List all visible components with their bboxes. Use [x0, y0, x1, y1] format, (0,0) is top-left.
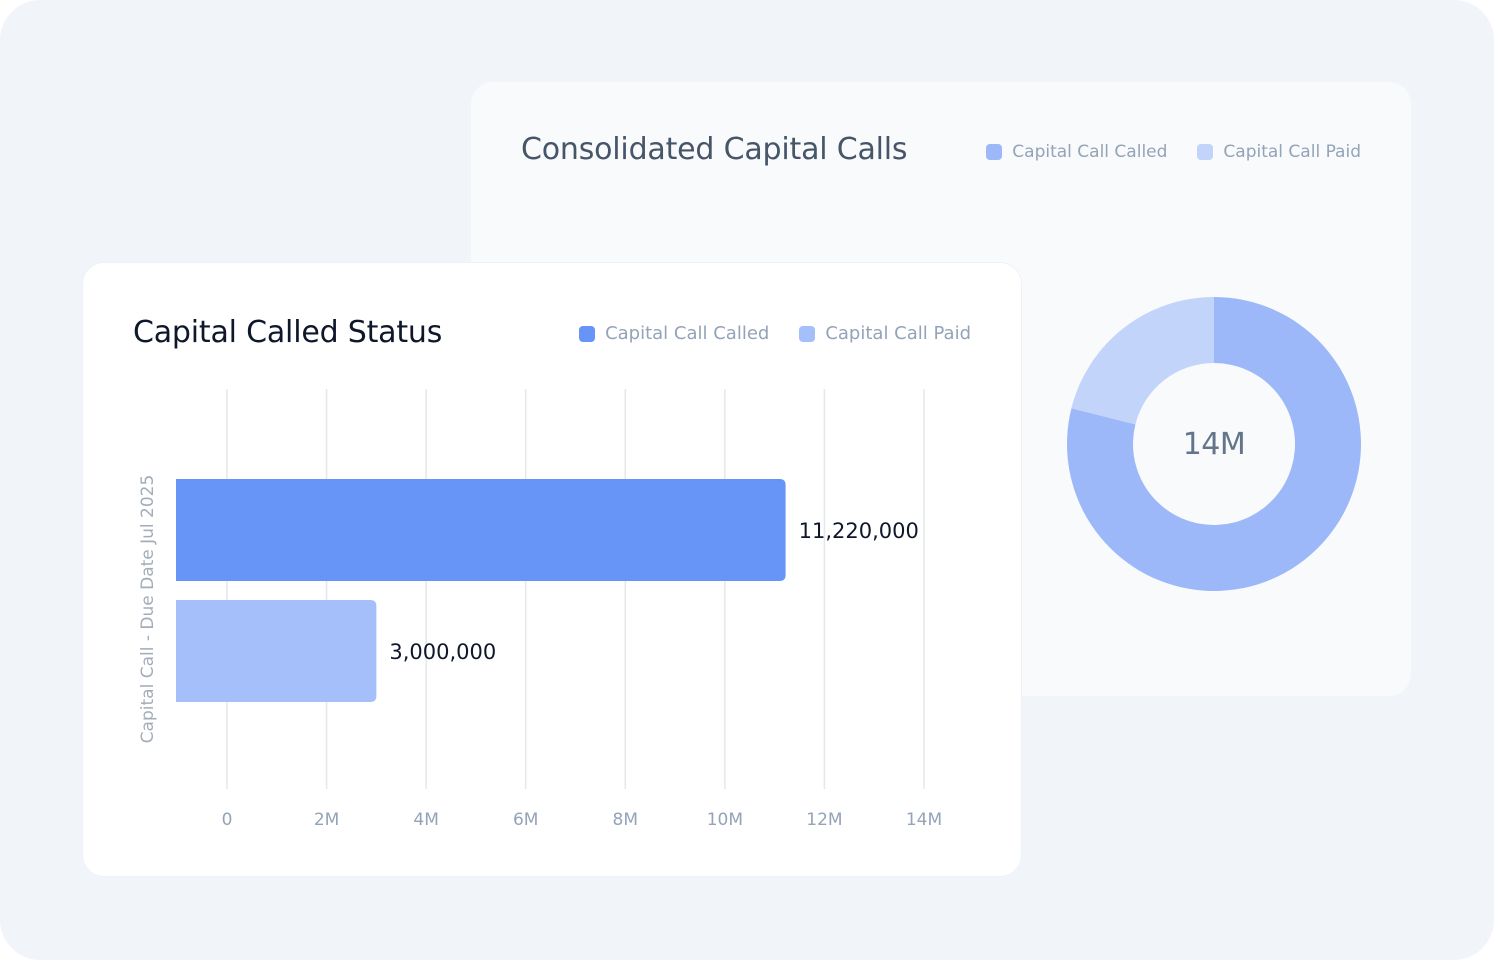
x-tick-label: 2M [314, 810, 339, 830]
y-axis-label: Capital Call - Due Date Jul 2025 [138, 475, 158, 744]
legend-item-called[interactable]: Capital Call Called [579, 323, 769, 344]
legend-item-paid[interactable]: Capital Call Paid [799, 323, 971, 344]
legend-label-called: Capital Call Called [1012, 142, 1168, 162]
x-tick-label: 6M [513, 810, 538, 830]
legend-label-paid: Capital Call Paid [1223, 142, 1361, 162]
capital-called-status-card: Capital Called Status Capital Call Calle… [82, 262, 1022, 877]
legend-swatch-paid [799, 325, 816, 342]
x-tick-label: 0 [222, 810, 233, 830]
x-tick-label: 12M [806, 810, 842, 830]
legend-swatch-called [579, 325, 596, 342]
bar-value-label: 11,220,000 [799, 519, 919, 543]
legend-label-paid: Capital Call Paid [825, 323, 971, 344]
status-chart-title: Capital Called Status [133, 315, 443, 350]
donut-chart: 14M [1066, 296, 1362, 592]
x-tick-label: 10M [707, 810, 743, 830]
bar-value-label: 3,000,000 [389, 640, 496, 664]
x-tick-label: 8M [613, 810, 638, 830]
consolidated-legend: Capital Call Called Capital Call Paid [986, 142, 1361, 162]
status-legend: Capital Call Called Capital Call Paid [579, 323, 971, 344]
bar-chart-svg: 0 2M 4M 6M 8M 10M 12M 14M 11,220,000 3,000,000 Cap… [138, 389, 942, 830]
bar-capital-call-paid [176, 600, 377, 702]
legend-swatch-paid [1197, 144, 1214, 160]
donut-center-label: 14M [1182, 426, 1246, 462]
consolidated-chart-title: Consolidated Capital Calls [521, 132, 908, 167]
legend-swatch-called [986, 144, 1003, 160]
legend-item-called[interactable]: Capital Call Called [986, 142, 1167, 162]
x-tick-label: 14M [906, 810, 942, 830]
bar-capital-call-called [176, 479, 786, 581]
donut-slice-called [1067, 297, 1361, 591]
x-tick-label: 4M [413, 810, 438, 830]
donut-svg [1067, 297, 1361, 591]
legend-label-called: Capital Call Called [605, 323, 770, 344]
donut-slice-paid [1071, 297, 1214, 425]
legend-item-paid[interactable]: Capital Call Paid [1197, 142, 1361, 162]
